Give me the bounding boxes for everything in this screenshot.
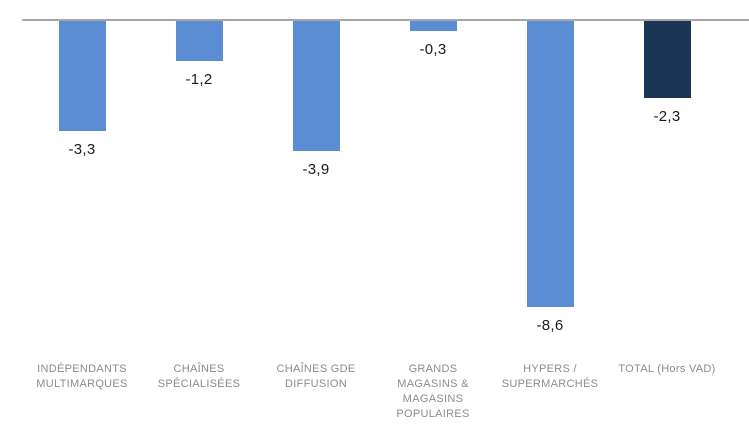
category-label: INDÉPENDANTS MULTIMARQUES — [36, 363, 128, 390]
value-label: -1,2 — [185, 71, 213, 88]
value-label: -2,3 — [653, 108, 681, 125]
bar — [58, 21, 106, 131]
x-axis-line — [22, 19, 749, 21]
bar — [175, 21, 223, 61]
category-label: TOTAL (Hors VAD) — [618, 363, 716, 375]
bar — [409, 21, 457, 31]
bar — [643, 21, 691, 98]
category-label: CHAÎNES SPÉCIALISÉES — [157, 363, 241, 390]
category-label: GRANDS MAGASINS & MAGASINS POPULAIRES — [396, 363, 470, 420]
bar — [526, 21, 574, 307]
category-label: HYPERS / SUPERMARCHÉS — [501, 363, 599, 390]
bar — [292, 21, 340, 151]
value-label: -3,9 — [302, 161, 330, 178]
value-label: -3,3 — [68, 141, 96, 158]
category-label: CHAÎNES GDE DIFFUSION — [276, 363, 356, 390]
value-label: -8,6 — [536, 317, 564, 334]
value-label: -0,3 — [419, 41, 447, 58]
